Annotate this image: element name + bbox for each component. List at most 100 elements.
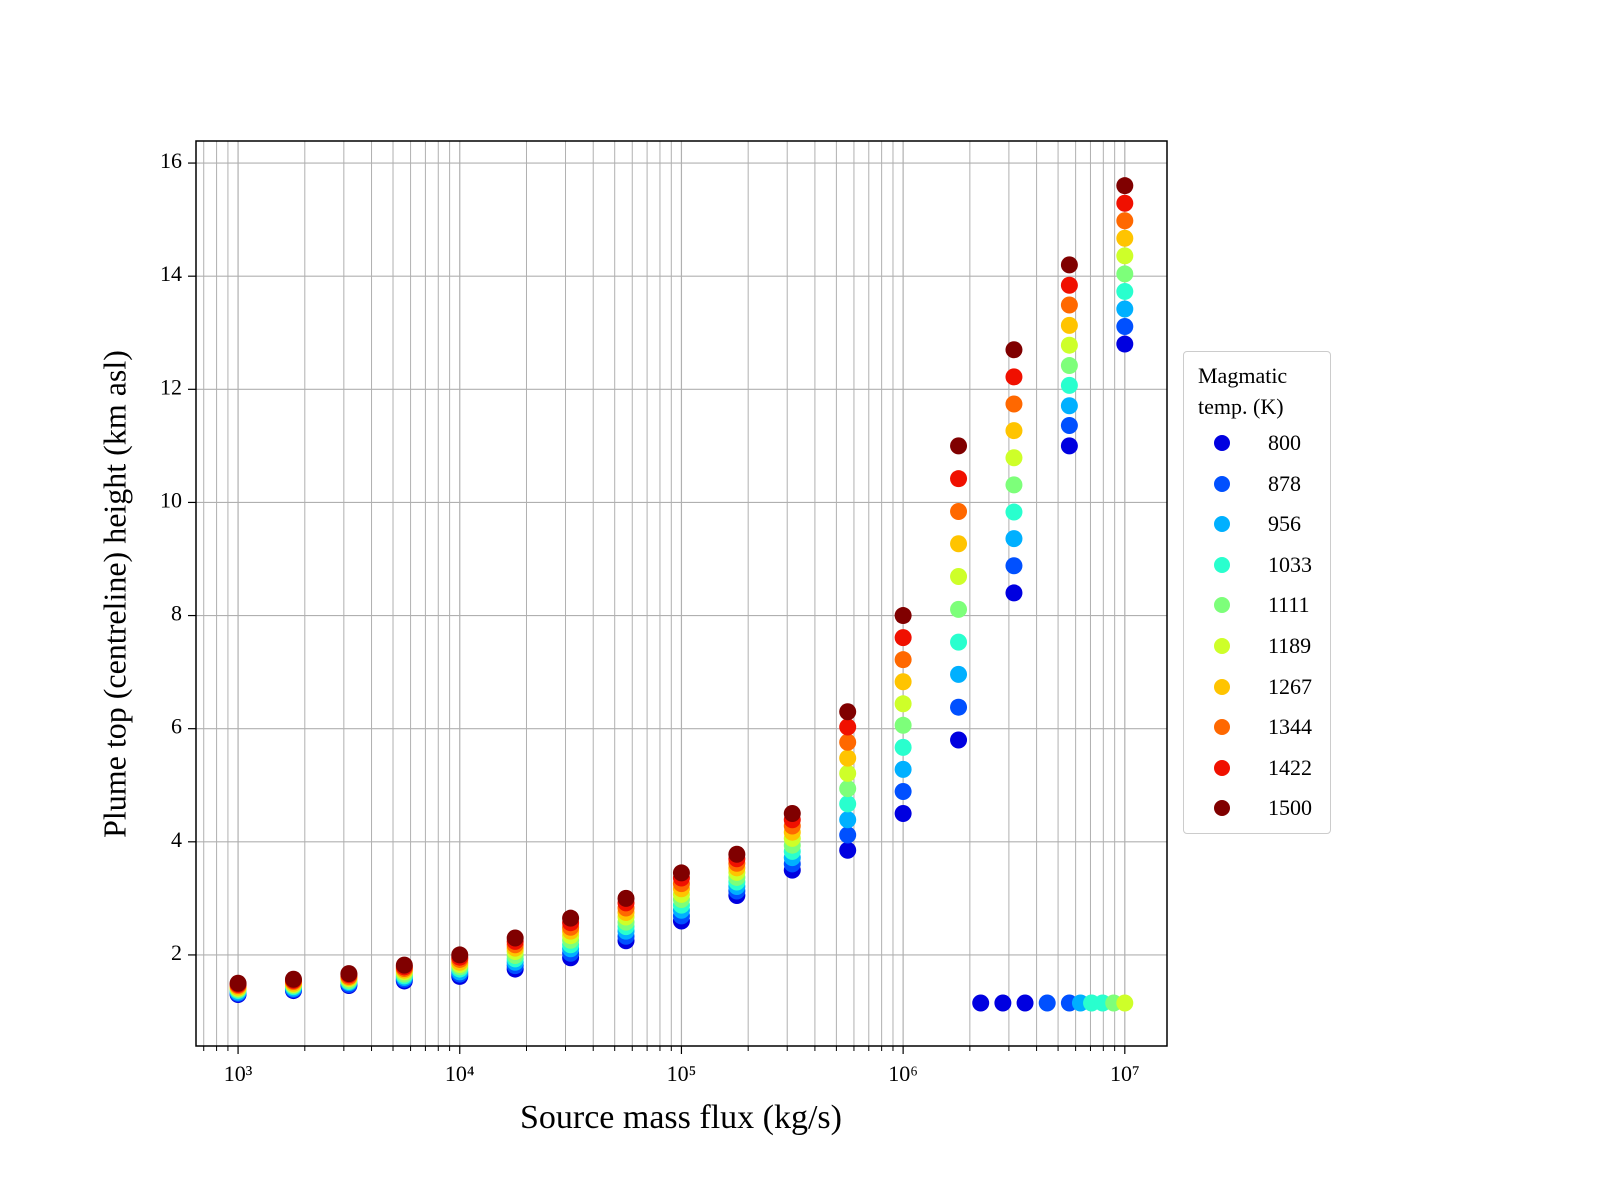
- legend-label: 1267: [1268, 673, 1312, 699]
- legend-entry: 1267: [1184, 672, 1330, 702]
- legend-entry: 878: [1184, 469, 1330, 499]
- y-tick-label: 6: [171, 714, 182, 739]
- point: [1005, 476, 1023, 494]
- point: [1116, 247, 1134, 265]
- legend-label: 878: [1268, 470, 1301, 496]
- y-tick-label: 14: [160, 261, 182, 286]
- x-axis-label: Source mass flux (kg/s): [520, 1099, 842, 1136]
- point: [950, 535, 968, 553]
- point: [1116, 318, 1134, 336]
- point: [894, 805, 912, 823]
- legend-entry: 1344: [1184, 712, 1330, 742]
- point: [1060, 376, 1078, 394]
- point: [340, 965, 358, 983]
- point: [1060, 417, 1078, 435]
- point: [994, 994, 1012, 1012]
- point: [894, 607, 912, 625]
- point: [1005, 395, 1023, 413]
- point: [839, 795, 857, 813]
- point: [839, 841, 857, 859]
- point: [284, 970, 302, 988]
- legend-marker: [1214, 475, 1230, 492]
- legend-label: 1422: [1268, 754, 1312, 780]
- point: [1060, 276, 1078, 294]
- y-axis-label: Plume top (centreline) height (km asl): [96, 350, 132, 838]
- point: [451, 946, 469, 964]
- legend-marker: [1214, 597, 1230, 614]
- point: [1060, 296, 1078, 314]
- y-tick-label: 8: [171, 601, 182, 626]
- point: [1060, 256, 1078, 274]
- x-tick-label: 10⁴: [445, 1061, 475, 1086]
- legend-label: 800: [1268, 430, 1301, 455]
- point: [562, 909, 580, 927]
- point: [894, 629, 912, 647]
- point: [783, 805, 801, 823]
- legend-marker: [1214, 556, 1230, 573]
- point: [894, 695, 912, 713]
- point: [839, 749, 857, 767]
- legend-marker: [1214, 435, 1230, 451]
- point: [894, 651, 912, 669]
- point: [839, 826, 857, 844]
- legend-marker: [1214, 800, 1230, 817]
- point: [950, 600, 968, 618]
- legend-label: 1189: [1268, 633, 1312, 658]
- x-tick-label: 10⁷: [1110, 1061, 1140, 1086]
- legend-entry: 800: [1184, 428, 1330, 458]
- point: [894, 716, 912, 734]
- legend-label: 1344: [1268, 714, 1312, 740]
- y-tick-label: 10: [160, 487, 182, 512]
- legend: Magmatic temp. (K) 800 878 956 1033 1111 1189…: [1183, 351, 1331, 834]
- point: [1060, 437, 1078, 455]
- point: [1005, 584, 1023, 602]
- point: [1116, 282, 1134, 300]
- point: [839, 811, 857, 829]
- point: [894, 738, 912, 756]
- y-tick-label: 12: [160, 374, 182, 399]
- point: [950, 698, 968, 716]
- legend-title: Magmatic temp. (K): [1198, 363, 1288, 419]
- point: [1116, 335, 1134, 353]
- point: [1060, 316, 1078, 334]
- point: [1116, 994, 1134, 1012]
- point: [1116, 177, 1134, 195]
- point: [950, 665, 968, 683]
- point: [1060, 357, 1078, 375]
- point: [839, 718, 857, 736]
- point: [950, 731, 968, 749]
- legend-label: 1033: [1268, 551, 1312, 577]
- point: [972, 994, 990, 1012]
- legend-marker: [1214, 719, 1230, 736]
- point: [1116, 229, 1134, 247]
- point: [1116, 300, 1134, 318]
- legend-entry: 956: [1184, 509, 1330, 539]
- point: [950, 633, 968, 651]
- legend-marker: [1214, 678, 1230, 695]
- point: [1005, 503, 1023, 521]
- x-tick-label: 10⁶: [888, 1061, 918, 1086]
- x-tick-label: 10³: [224, 1061, 253, 1086]
- y-tick-label: 4: [171, 827, 182, 852]
- x-tick-label: 10⁵: [667, 1061, 697, 1086]
- point: [839, 733, 857, 751]
- point: [1060, 336, 1078, 354]
- point: [839, 764, 857, 782]
- legend-entry: 1422: [1184, 753, 1330, 783]
- legend-label: 1500: [1268, 795, 1312, 821]
- point: [672, 864, 690, 882]
- point: [1016, 994, 1034, 1012]
- point: [1005, 341, 1023, 359]
- point: [839, 780, 857, 798]
- point: [950, 437, 968, 455]
- legend-entry: 1033: [1184, 550, 1330, 580]
- point: [1005, 449, 1023, 467]
- point: [1060, 397, 1078, 415]
- point: [1038, 994, 1056, 1012]
- point: [894, 673, 912, 691]
- point: [1005, 557, 1023, 575]
- legend-marker: [1214, 759, 1230, 776]
- point: [839, 703, 857, 721]
